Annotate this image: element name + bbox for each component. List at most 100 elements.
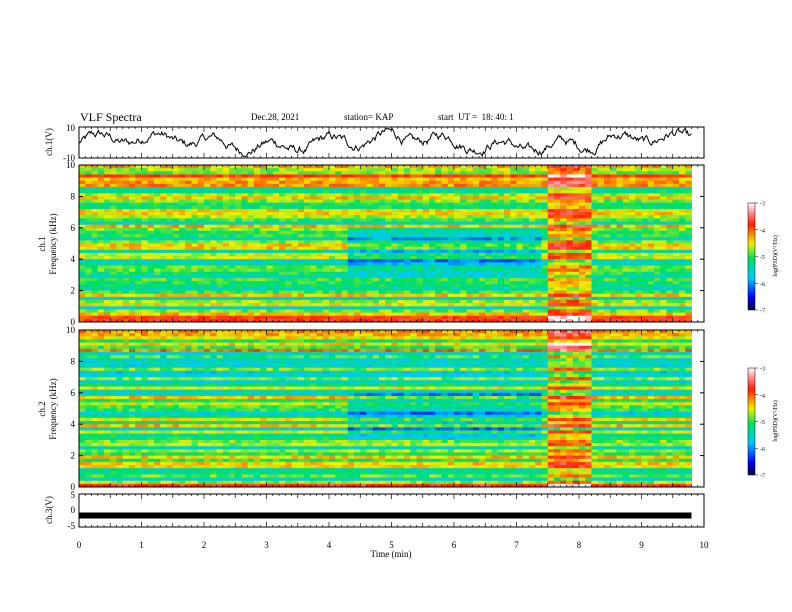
spectrogram-cell [566,165,574,169]
spectrogram-cell [360,165,367,169]
spectrogram-cell [104,303,111,307]
spectrogram-cell [554,212,561,216]
spectrogram-cell [416,234,424,238]
spectrogram-cell [666,186,674,191]
spectrogram-cell [622,268,630,273]
spectrogram-cell [197,190,205,194]
spectrogram-cell [141,315,149,320]
spectrogram-cell [672,246,680,251]
spectrogram-cell [360,186,367,191]
spectrogram-cell [335,205,342,210]
spectrogram-cell [147,227,155,232]
spectrogram-cell [554,246,561,251]
spectrogram-cell [529,303,536,307]
spectrogram-cell [560,212,567,216]
spectrogram-cell [441,174,449,178]
spectrogram-cell [85,330,92,334]
spectrogram-cell [516,174,524,178]
spectrogram-cell [379,274,386,279]
spectrogram-cell [460,230,467,235]
spectrogram-cell [254,252,261,257]
spectrogram-cell [141,318,149,323]
spectrogram-cell [454,212,461,216]
spectrogram-cell [522,221,530,226]
spectrogram-cell [210,306,217,310]
spectrogram-cell [504,287,511,291]
spectrogram-cell [616,274,624,279]
spectrogram-cell [291,303,299,307]
spectrogram-cell [166,300,174,304]
spectrogram-cell [210,186,217,191]
spectrogram-cell [679,196,686,200]
spectrogram-cell [472,234,480,238]
spectrogram-cell [385,246,392,251]
spectrogram-cell [516,230,524,235]
spectrogram-cell [529,243,536,248]
spectrogram-cell [422,234,430,238]
spectrogram-cell [147,218,155,222]
spectrogram-cell [316,268,324,273]
spectrogram-cell [585,234,592,238]
spectrogram-cell [604,287,611,291]
spectrogram-cell [491,318,499,323]
spectrogram-cell [397,221,405,226]
spectrogram-cell [379,202,386,207]
spectrogram-cell [466,183,474,188]
spectrogram-cell [122,293,130,298]
spectrogram-cell [685,265,692,270]
spectrogram-cell [179,300,186,304]
spectrogram-cell [97,180,105,185]
spectrogram-cell [529,237,536,241]
spectrogram-cell [91,174,99,178]
spectrogram-cell [379,287,386,291]
spectrogram-cell [547,165,555,169]
spectrogram-cell [679,180,686,185]
spectrogram-cell [341,227,349,232]
spectrogram-cell [135,278,142,282]
spectrogram-cell [504,165,511,169]
spectrogram-cell [191,315,199,320]
spectrogram-cell [116,199,124,204]
spectrogram-cell [97,265,105,270]
spectrogram-cell [641,183,649,188]
spectrogram-cell [116,224,124,229]
spectrogram-cell [585,171,592,175]
spectrogram-cell [522,246,530,251]
spectrogram-cell [91,293,99,298]
spectrogram-cell [579,252,586,257]
spectrogram-cell [304,296,311,301]
spectrogram-cell [616,240,624,244]
spectrogram-cell [372,212,380,216]
spectrogram-cell [397,193,405,197]
spectrogram-cell [385,318,392,323]
spectrogram-cell [404,171,411,175]
spectrogram-cell [566,186,574,191]
spectrogram-cell [422,268,430,273]
spectrogram-cell [85,290,92,295]
spectrogram-cell [210,183,217,188]
spectrogram-cell [385,237,392,241]
spectrogram-cell [85,180,92,185]
spectrogram-cell [647,278,655,282]
spectrogram-cell [460,296,467,301]
spectrogram-cell [191,252,199,257]
spectrogram-cell [341,293,349,298]
spectrogram-cell [222,196,230,200]
spectrogram-cell [104,215,111,219]
spectrogram-cell [391,212,399,216]
spectrogram-cell [685,208,692,213]
spectrogram-cell [435,190,442,194]
spectrogram-cell [554,215,561,219]
spectrogram-cell [454,256,461,260]
spectrogram-cell [129,218,136,222]
spectrogram-cell [379,303,386,307]
spectrogram-cell [391,262,399,266]
spectrogram-cell [379,171,386,175]
spectrogram-cell [335,240,342,244]
spectrogram-cell [222,300,230,304]
spectrogram-cell [622,196,630,200]
spectrogram-cell [122,265,130,270]
spectrogram-cell [660,284,667,288]
spectrogram-cell [241,312,249,317]
spectrogram-cell [616,212,624,216]
